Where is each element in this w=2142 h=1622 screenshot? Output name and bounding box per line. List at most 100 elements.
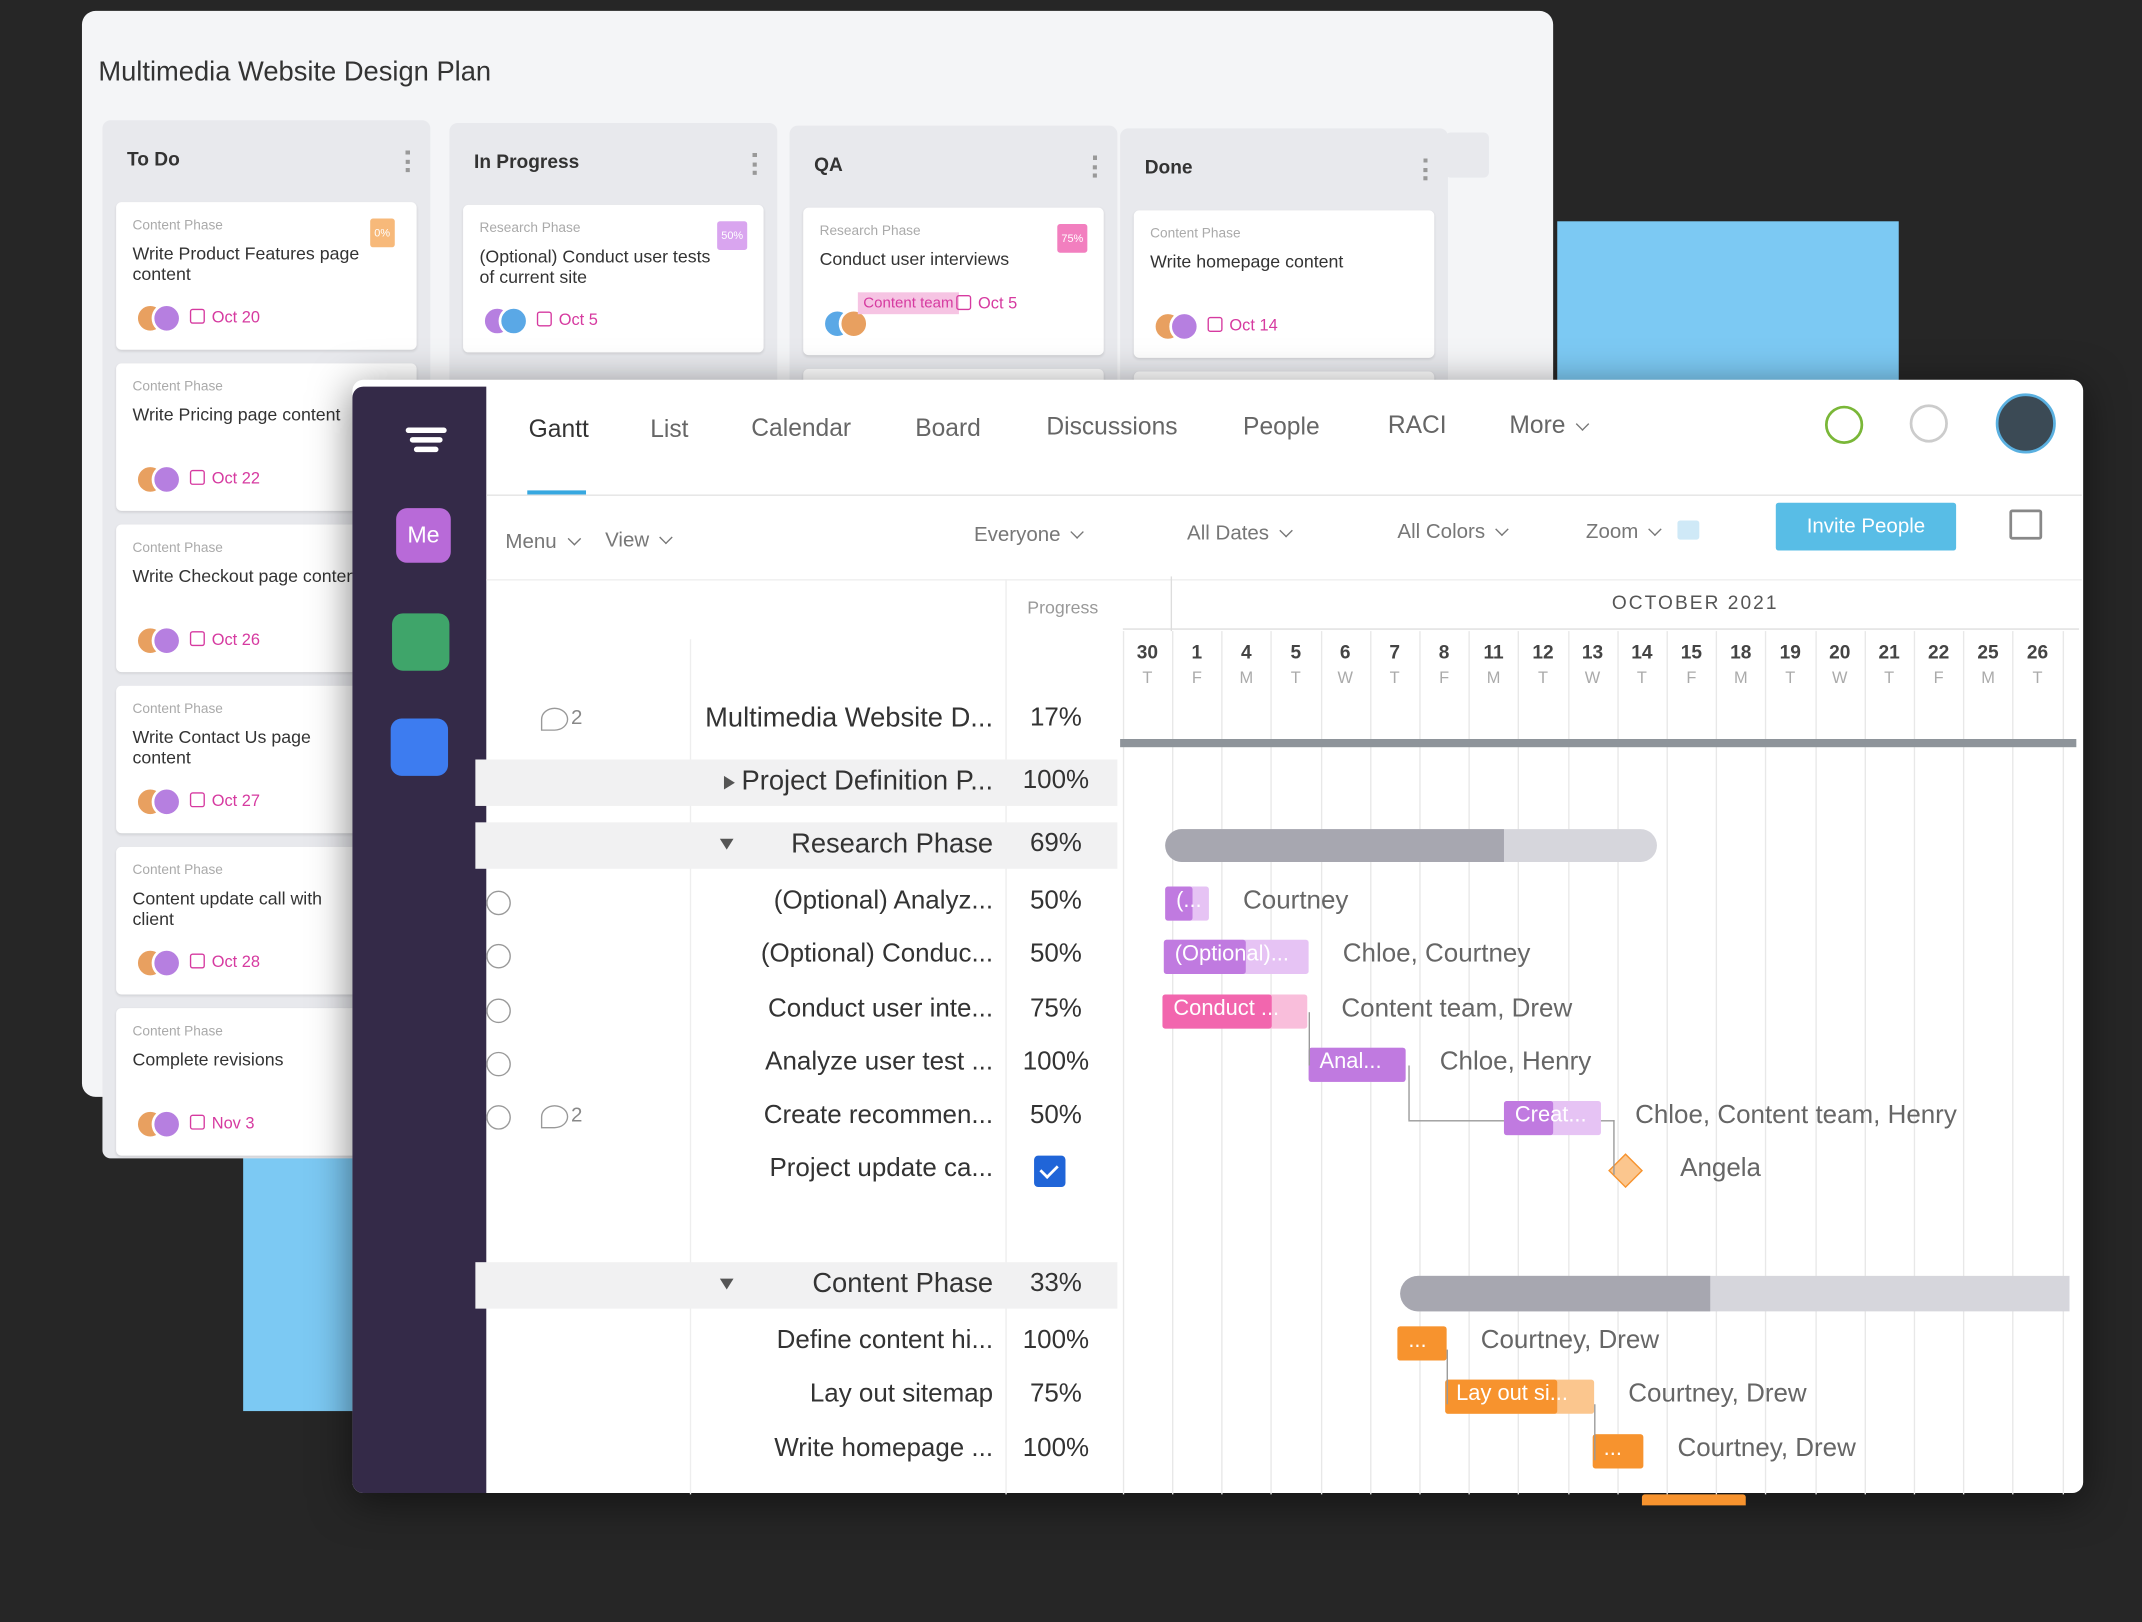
task-name: Write homepage ... — [774, 1434, 994, 1463]
day-number: 15 — [1680, 640, 1702, 663]
clock-icon — [486, 943, 511, 969]
clock-icon — [486, 890, 511, 916]
avatar — [151, 464, 182, 495]
card-phase: Content Phase — [1150, 226, 1241, 242]
column-name: To Do — [127, 147, 180, 170]
me-button[interactable]: Me — [396, 508, 451, 563]
assignees: Courtney, Drew — [1677, 1434, 1856, 1463]
tab[interactable]: Gantt — [528, 415, 589, 443]
card-title: Write homepage content — [1150, 251, 1344, 272]
clock-icon — [486, 1051, 511, 1077]
day-number: 7 — [1389, 640, 1401, 663]
card-date: Oct 5 — [978, 293, 1018, 313]
day-number: 26 — [2026, 640, 2049, 663]
task-progress: 100% — [1022, 1047, 1090, 1077]
toolbar-dropdown[interactable]: Menu — [505, 530, 581, 553]
avatar — [1169, 311, 1200, 342]
chevron — [567, 532, 581, 546]
tab[interactable]: More — [1509, 410, 1590, 439]
chevron — [659, 530, 674, 545]
card-title: Content update call with client — [132, 887, 323, 929]
grid-line — [1468, 631, 1471, 1495]
invite-button[interactable]: Invite People — [1775, 502, 1957, 551]
card-title: Complete revisions — [132, 1049, 284, 1070]
connector — [1446, 1349, 1448, 1405]
task-name: Project update ca... — [769, 1154, 994, 1183]
avatar — [151, 948, 182, 979]
day-number: 21 — [1878, 640, 1900, 663]
calendar-icon — [189, 1114, 205, 1130]
day-number: 13 — [1581, 640, 1604, 663]
avatar — [151, 625, 182, 656]
clock-icon — [486, 998, 511, 1024]
grid-line — [1715, 631, 1718, 1495]
card-phase: Content Phase — [132, 702, 223, 718]
logo-bar — [413, 446, 439, 453]
tab[interactable]: RACI — [1387, 411, 1447, 439]
comment-icon — [540, 707, 569, 731]
toolbar-dropdown[interactable]: All Colors — [1397, 520, 1509, 544]
expand-arrow — [719, 838, 734, 850]
grid-line — [1221, 631, 1223, 1495]
card-phase: Research Phase — [479, 221, 581, 237]
card-date: Oct 26 — [211, 629, 261, 649]
task-progress: 75% — [1029, 994, 1082, 1024]
assignees: Chloe, Henry — [1439, 1047, 1592, 1077]
milestone-checkbox — [1034, 1155, 1066, 1188]
card-date: Oct 28 — [211, 952, 261, 972]
task-name: Multimedia Website D... — [705, 703, 994, 734]
assignees: Courtney — [1243, 886, 1349, 916]
calendar-icon — [189, 953, 205, 969]
tab[interactable]: Calendar — [751, 413, 852, 442]
tab[interactable]: Board — [915, 413, 981, 441]
assignees: Content team, Drew — [1341, 994, 1573, 1024]
tab[interactable]: Discussions — [1046, 412, 1178, 440]
clock-icon — [1824, 405, 1864, 444]
task-progress: 50% — [1029, 939, 1082, 969]
toolbar-dropdown[interactable]: Zoom — [1586, 520, 1663, 544]
weekday: F — [1191, 667, 1202, 688]
divider — [486, 579, 2082, 581]
task-name: (Optional) Conduc... — [760, 939, 994, 969]
bar-label: (... — [1176, 889, 1202, 913]
task-bar-progress — [1162, 994, 1272, 1029]
day-number: 6 — [1339, 640, 1351, 663]
calendar-icon — [189, 469, 205, 485]
task-bar-progress — [1592, 1434, 1644, 1469]
task-name: Analyze user test ... — [765, 1047, 994, 1077]
calendar-icon — [189, 631, 205, 647]
logo-bar — [409, 437, 443, 443]
column-menu — [752, 152, 758, 175]
calendar-icon — [189, 792, 205, 808]
comment-icon — [540, 1105, 569, 1129]
grid-line — [1617, 631, 1619, 1495]
calendar-icon — [1207, 316, 1223, 332]
comment-count: 2 — [570, 1103, 583, 1127]
task-bar-progress — [1397, 1326, 1447, 1361]
tab[interactable]: List — [650, 414, 689, 442]
day-number: 12 — [1532, 640, 1554, 663]
column-divider — [1170, 576, 1173, 632]
connector — [1408, 1065, 1410, 1121]
connector — [1408, 1120, 1504, 1122]
bar-label: ... — [1408, 1329, 1427, 1353]
assignees: Courtney, Drew — [1628, 1379, 1807, 1409]
task-progress: 100% — [1022, 1326, 1090, 1356]
connector — [1594, 1404, 1596, 1461]
day-number: 14 — [1631, 640, 1653, 663]
toolbar-dropdown[interactable]: All Dates — [1187, 522, 1293, 545]
card-phase: Research Phase — [819, 224, 921, 240]
toolbar-dropdown[interactable]: View — [605, 529, 674, 552]
task-name: Lay out sitemap — [809, 1379, 994, 1409]
weekday: W — [1337, 667, 1353, 688]
summary-bar-progress — [1165, 829, 1504, 862]
task-progress: 100% — [1022, 1434, 1090, 1463]
card-phase: Content Phase — [132, 863, 223, 879]
card-phase: Content Phase — [132, 379, 223, 395]
column-menu — [405, 150, 411, 173]
comment-count: 2 — [570, 706, 583, 730]
toolbar-dropdown[interactable]: Everyone — [974, 523, 1085, 546]
reports-button — [390, 718, 449, 776]
weekday: T — [1884, 667, 1895, 688]
tab[interactable]: People — [1243, 411, 1320, 440]
